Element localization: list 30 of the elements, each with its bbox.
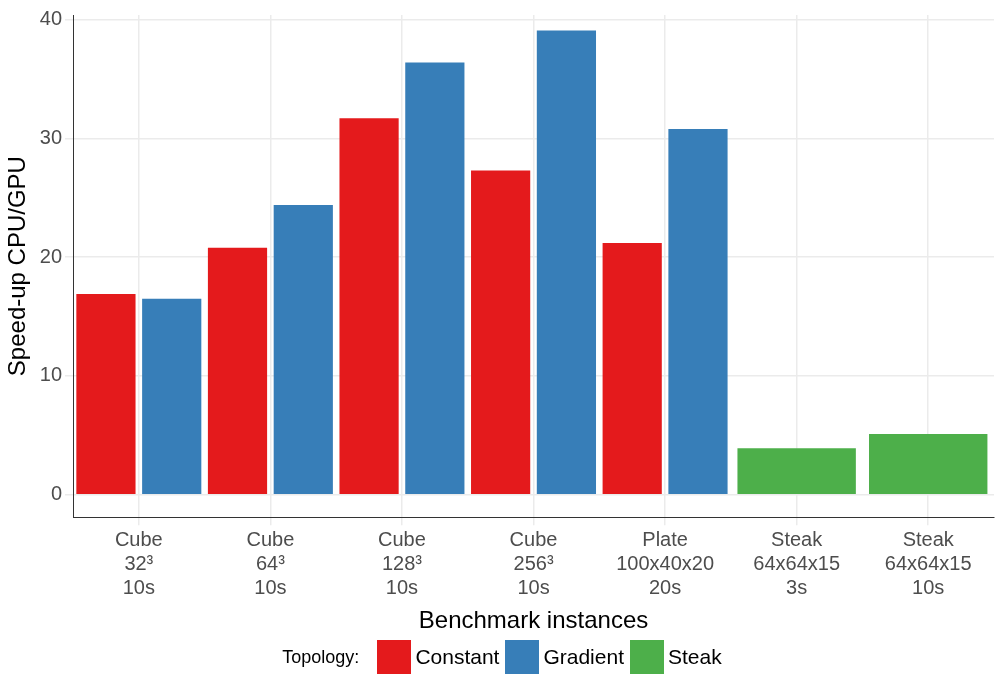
- y-tick-label: 0: [50, 482, 63, 505]
- y-tick-label: 30: [39, 125, 63, 148]
- x-tick-label: Cube 128³ 10s: [378, 527, 426, 598]
- legend-label: Constant: [415, 645, 500, 669]
- y-axis-title: Speed-up CPU/GPU: [3, 156, 31, 377]
- bar: [737, 448, 856, 494]
- bar: [869, 434, 988, 494]
- bar: [602, 242, 662, 494]
- x-tick-label: Steak 64x64x15 10s: [884, 527, 972, 598]
- x-tick-label: Steak 64x64x15 3s: [753, 527, 841, 598]
- y-tick-label: 20: [39, 244, 63, 267]
- bar: [471, 170, 531, 494]
- y-tick-label: 40: [39, 7, 63, 30]
- x-tick-label: Cube 64³ 10s: [246, 527, 295, 598]
- bar: [76, 294, 136, 494]
- y-tick-label: 10: [39, 363, 63, 386]
- legend-label: Steak: [667, 645, 722, 669]
- legend-label: Gradient: [543, 645, 624, 669]
- bar: [142, 298, 202, 494]
- bar: [668, 128, 728, 494]
- bar: [273, 204, 333, 494]
- bar: [536, 30, 597, 494]
- legend-title: Topology:: [282, 646, 360, 668]
- bar: [405, 62, 465, 494]
- x-tick-label: Cube 256³ 10s: [509, 527, 558, 598]
- x-axis-title: Benchmark instances: [418, 606, 649, 634]
- x-tick-label: Cube 32³ 10s: [114, 527, 163, 598]
- x-tick-label: Plate 100x40x20 20s: [616, 527, 715, 598]
- bar: [207, 247, 268, 494]
- bar: [339, 118, 399, 494]
